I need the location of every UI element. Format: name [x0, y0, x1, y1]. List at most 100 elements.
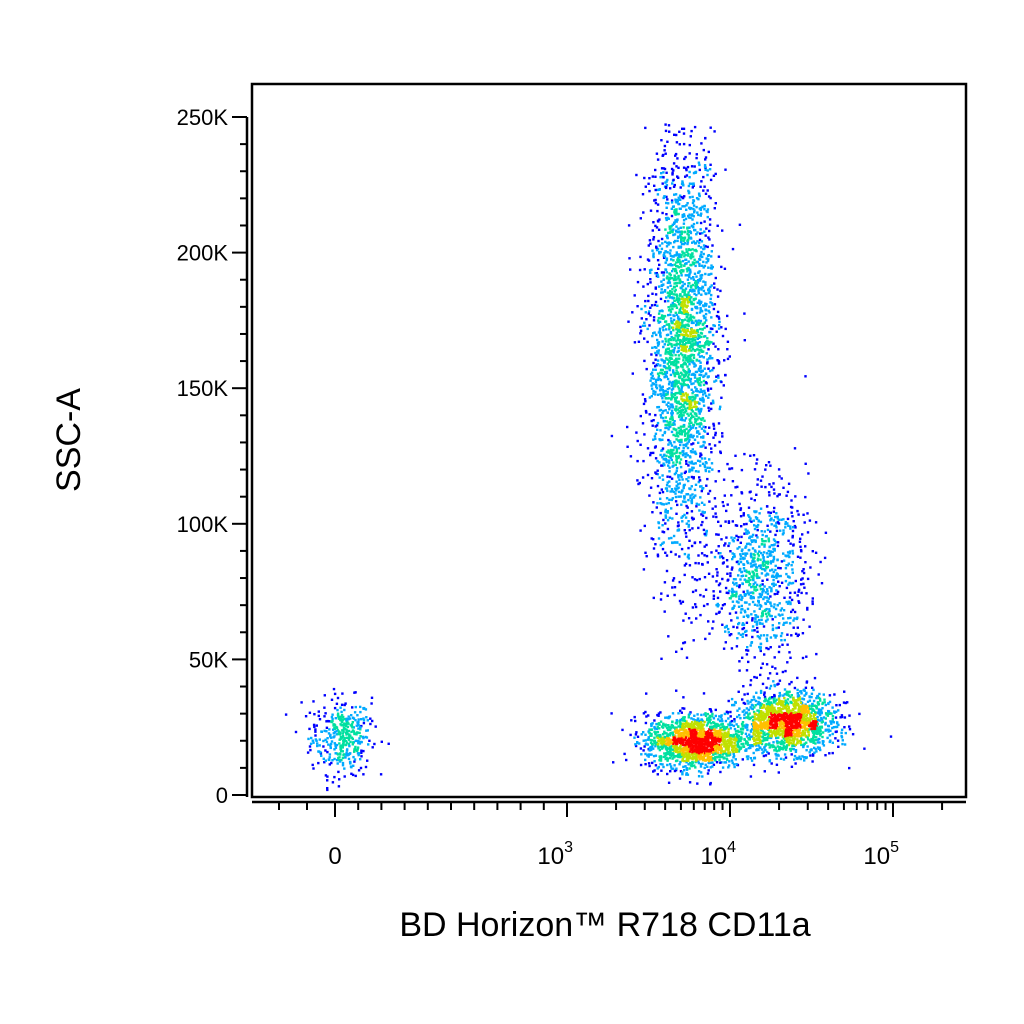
data-point: [788, 576, 791, 579]
data-point: [678, 281, 681, 285]
data-point: [697, 345, 700, 348]
data-point: [695, 322, 699, 325]
data-point: [706, 751, 709, 754]
data-point: [671, 423, 674, 426]
data-point: [672, 741, 676, 744]
data-point: [753, 629, 756, 632]
data-point: [689, 427, 692, 430]
data-point: [646, 738, 650, 741]
data-point: [763, 653, 766, 656]
data-point: [659, 502, 662, 505]
data-point: [723, 712, 727, 716]
data-point: [320, 730, 323, 733]
data-point: [679, 728, 683, 731]
data-point: [762, 556, 765, 559]
data-point: [712, 174, 716, 177]
data-point: [733, 736, 736, 739]
data-point: [738, 546, 741, 549]
data-point: [698, 341, 701, 344]
data-point: [679, 428, 683, 431]
data-point: [679, 458, 683, 461]
data-point: [768, 586, 771, 589]
data-point: [650, 371, 654, 374]
data-point: [756, 478, 759, 481]
data-point: [789, 525, 792, 528]
data-point: [682, 328, 686, 331]
data-point: [700, 427, 704, 430]
data-point: [692, 255, 695, 258]
data-point: [734, 486, 737, 489]
data-point: [710, 462, 714, 465]
data-point: [665, 371, 669, 375]
data-point: [686, 278, 690, 281]
data-point: [681, 181, 684, 185]
data-point: [726, 348, 729, 351]
data-point: [678, 230, 681, 234]
data-point: [695, 153, 698, 156]
data-point: [700, 757, 704, 760]
data-point: [671, 748, 674, 751]
data-point: [756, 536, 759, 539]
data-point: [660, 139, 663, 142]
data-point: [365, 729, 368, 732]
data-point: [701, 520, 704, 524]
data-point: [691, 361, 694, 364]
data-point: [691, 606, 695, 609]
data-point: [678, 555, 681, 558]
data-point: [652, 392, 655, 395]
data-point: [652, 451, 655, 455]
data-point: [675, 726, 678, 729]
data-point: [675, 271, 678, 275]
data-point: [696, 301, 699, 304]
data-point: [785, 564, 788, 567]
data-point: [672, 372, 675, 375]
data-point: [781, 613, 784, 616]
data-point: [682, 398, 686, 402]
data-point: [698, 355, 702, 358]
data-point: [697, 770, 701, 773]
data-point: [743, 593, 746, 596]
data-point: [663, 419, 666, 423]
data-point: [699, 398, 702, 401]
data-point: [650, 384, 653, 387]
data-point: [639, 329, 643, 332]
data-point: [677, 246, 680, 249]
data-point: [370, 696, 374, 699]
data-point: [669, 456, 672, 459]
data-point: [639, 443, 642, 446]
data-point: [664, 352, 667, 355]
data-point: [662, 171, 665, 174]
data-point: [627, 224, 631, 227]
data-point: [703, 346, 706, 349]
data-point: [740, 575, 743, 578]
data-point: [773, 549, 776, 552]
data-point: [706, 717, 709, 720]
data-point: [776, 604, 779, 607]
data-point: [664, 725, 667, 728]
data-point: [690, 224, 694, 227]
data-point: [721, 501, 724, 504]
data-point: [678, 317, 681, 321]
data-point: [782, 531, 785, 535]
data-point: [717, 376, 720, 379]
data-point: [744, 610, 747, 614]
data-point: [673, 277, 676, 281]
data-point: [740, 604, 743, 608]
data-point: [710, 302, 714, 305]
data-point: [661, 741, 665, 745]
data-point: [359, 766, 363, 770]
data-point: [743, 578, 746, 581]
data-point: [659, 598, 663, 601]
data-point: [324, 712, 327, 715]
data-point: [675, 358, 678, 362]
data-point: [696, 435, 699, 438]
data-point: [662, 278, 665, 281]
data-point: [682, 411, 686, 414]
data-point: [644, 752, 647, 756]
data-point: [642, 568, 646, 571]
data-point: [739, 508, 742, 512]
data-point: [677, 474, 680, 477]
data-point: [678, 599, 682, 603]
data-point: [671, 223, 674, 226]
data-point: [707, 195, 711, 198]
